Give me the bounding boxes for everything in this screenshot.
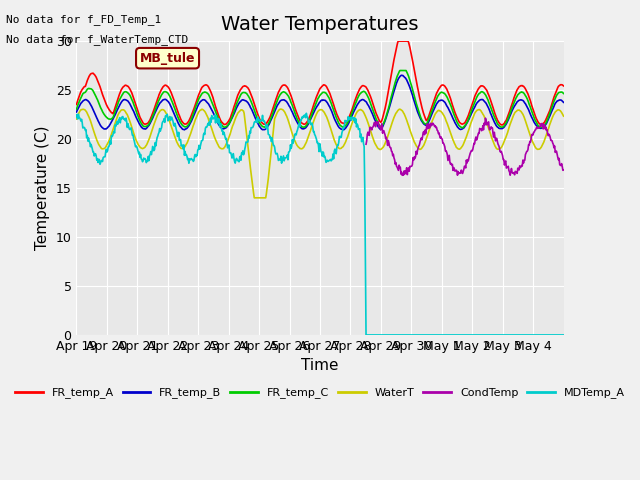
- FR_temp_C: [262, 124, 269, 130]
- WaterT: [220, 146, 227, 152]
- FR_temp_A: [498, 122, 506, 128]
- MDTemp_A: [262, 122, 269, 128]
- Text: MB_tule: MB_tule: [140, 52, 195, 65]
- Title: Water Temperatures: Water Temperatures: [221, 15, 419, 34]
- Line: FR_temp_A: FR_temp_A: [76, 41, 564, 125]
- FR_temp_C: [243, 92, 251, 97]
- WaterT: [243, 138, 251, 144]
- Line: WaterT: WaterT: [76, 109, 564, 198]
- Legend: FR_temp_A, FR_temp_B, FR_temp_C, WaterT, CondTemp, MDTemp_A: FR_temp_A, FR_temp_B, FR_temp_C, WaterT,…: [10, 383, 630, 403]
- Y-axis label: Temperature (C): Temperature (C): [35, 126, 50, 250]
- FR_temp_C: [459, 125, 467, 131]
- WaterT: [72, 116, 80, 122]
- CondTemp: [397, 171, 405, 177]
- FR_temp_A: [560, 83, 568, 89]
- FR_temp_B: [371, 116, 378, 121]
- Line: FR_temp_C: FR_temp_C: [76, 71, 564, 128]
- Text: No data for f_FD_Temp_1: No data for f_FD_Temp_1: [6, 14, 162, 25]
- Line: FR_temp_B: FR_temp_B: [76, 75, 564, 130]
- MDTemp_A: [371, 332, 379, 338]
- FR_temp_A: [72, 102, 80, 108]
- CondTemp: [560, 167, 568, 173]
- MDTemp_A: [303, 110, 310, 116]
- MDTemp_A: [362, 332, 370, 338]
- X-axis label: Time: Time: [301, 359, 339, 373]
- FR_temp_C: [560, 91, 568, 96]
- FR_temp_B: [560, 99, 568, 105]
- WaterT: [277, 106, 285, 112]
- FR_temp_B: [340, 127, 348, 132]
- FR_temp_C: [397, 68, 404, 73]
- WaterT: [262, 191, 270, 197]
- FR_temp_B: [243, 99, 251, 105]
- FR_temp_A: [262, 121, 269, 127]
- Text: No data for f_WaterTemp_CTD: No data for f_WaterTemp_CTD: [6, 34, 189, 45]
- MDTemp_A: [220, 132, 227, 137]
- FR_temp_B: [397, 72, 405, 78]
- FR_temp_B: [220, 126, 227, 132]
- FR_temp_B: [130, 108, 138, 114]
- WaterT: [251, 195, 259, 201]
- FR_temp_A: [130, 96, 138, 101]
- Line: MDTemp_A: MDTemp_A: [76, 113, 564, 335]
- WaterT: [560, 113, 568, 119]
- FR_temp_C: [72, 106, 80, 112]
- MDTemp_A: [72, 114, 80, 120]
- FR_temp_C: [397, 68, 405, 73]
- FR_temp_A: [220, 121, 227, 127]
- MDTemp_A: [398, 332, 406, 338]
- FR_temp_A: [370, 104, 378, 109]
- CondTemp: [370, 122, 378, 128]
- WaterT: [130, 130, 138, 136]
- FR_temp_C: [130, 101, 138, 107]
- MDTemp_A: [560, 332, 568, 338]
- FR_temp_B: [398, 72, 406, 78]
- FR_temp_A: [397, 38, 405, 44]
- FR_temp_C: [370, 109, 378, 115]
- Line: CondTemp: CondTemp: [366, 118, 564, 175]
- MDTemp_A: [130, 136, 138, 142]
- FR_temp_A: [243, 84, 251, 90]
- WaterT: [371, 141, 379, 146]
- WaterT: [398, 108, 406, 114]
- FR_temp_C: [220, 124, 227, 130]
- FR_temp_B: [72, 109, 80, 115]
- FR_temp_B: [262, 126, 269, 132]
- FR_temp_A: [395, 38, 403, 44]
- MDTemp_A: [243, 139, 251, 145]
